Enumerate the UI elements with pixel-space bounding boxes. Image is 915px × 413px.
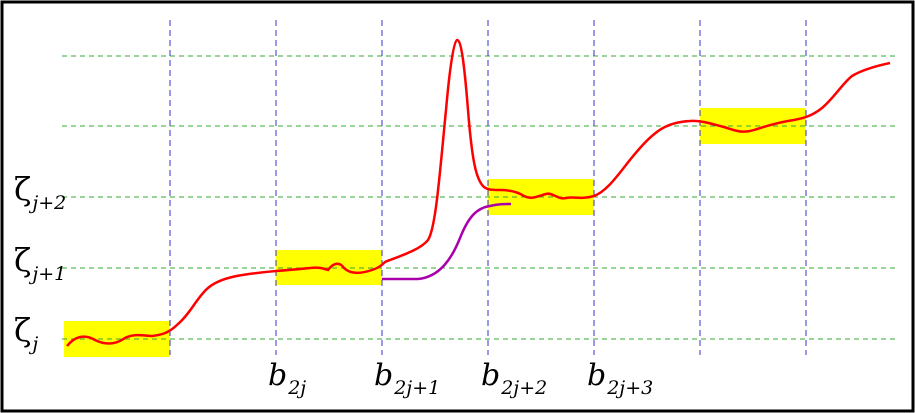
y-label-zeta-j-plus-1: ζj+1 [14, 241, 67, 285]
y-label-zeta-j: ζj [14, 311, 39, 355]
y-label-zeta-j-plus-2: ζj+2 [14, 170, 67, 214]
alternate-curve [382, 202, 512, 281]
horizontal-grid [62, 55, 898, 340]
x-label-b-2j-plus-1: b2j+1 [374, 358, 441, 399]
main-curve [66, 38, 891, 347]
x-label-b-2j: b2j [268, 358, 307, 399]
x-label-b-2j-plus-3: b2j+3 [587, 358, 654, 399]
x-label-b-2j-plus-2: b2j+2 [481, 358, 548, 399]
vertical-grid [169, 20, 807, 355]
